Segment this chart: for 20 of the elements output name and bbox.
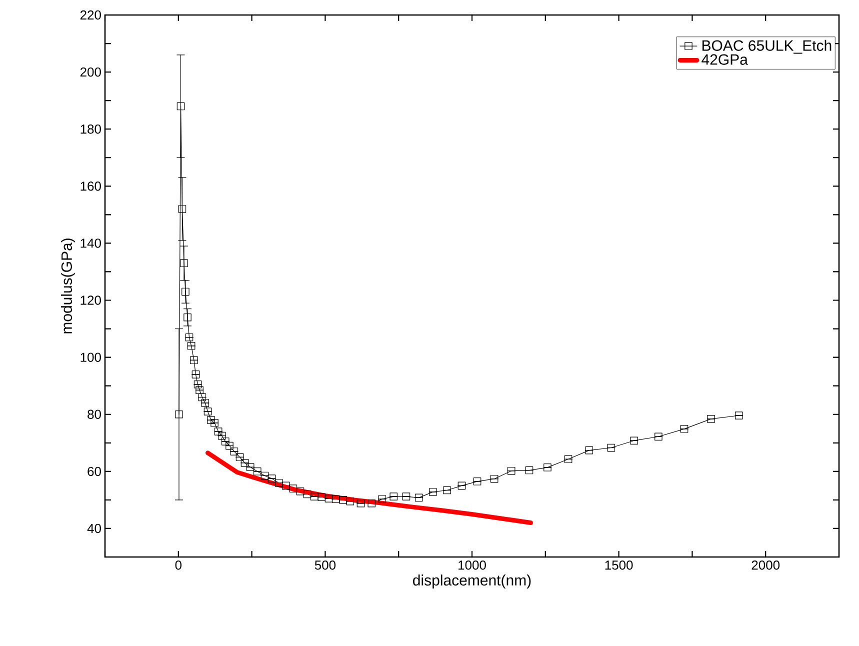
x-tick-label: 1000 [458, 560, 486, 570]
y-tick-label: 160 [80, 182, 101, 191]
legend-label: BOAC 65ULK_Etch [702, 40, 832, 54]
y-tick-label: 180 [80, 124, 101, 134]
y-tick-label: 220 [80, 10, 101, 20]
legend-label: 42GPa [702, 54, 748, 65]
line-series [206, 450, 533, 526]
y-tick-label: 80 [88, 410, 101, 419]
y-tick-label: 40 [87, 524, 101, 534]
y-tick-label: 100 [80, 352, 101, 362]
y-tick-label: 120 [80, 296, 101, 305]
y-tick-label: 200 [80, 67, 101, 77]
x-tick-label: 1500 [605, 560, 633, 570]
x-tick-label: 0 [175, 560, 182, 570]
y-tick-label: 140 [80, 238, 101, 248]
x-tick-label: 2000 [752, 560, 780, 570]
y-tick-label: 60 [88, 466, 101, 476]
y-axis-title: modulus(GPa) [60, 238, 75, 334]
x-axis-title: displacement(nm) [413, 574, 531, 589]
x-tick-label: 500 [314, 560, 336, 570]
